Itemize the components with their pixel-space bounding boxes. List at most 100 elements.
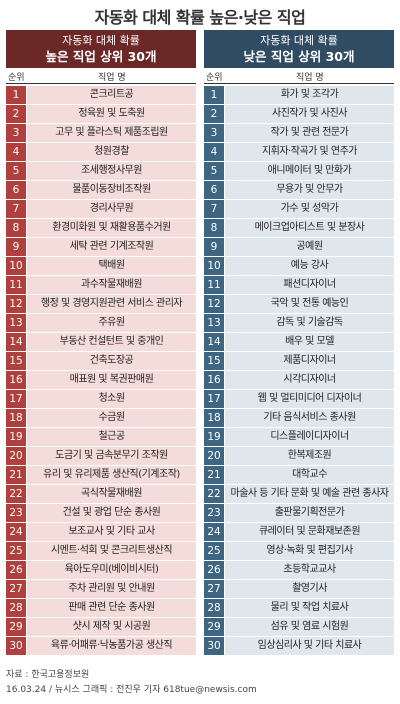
low-job-row: 13 감독 및 기술감독 [204,314,394,332]
low-job-row: 1 화가 및 조각가 [204,86,394,104]
low-rank-number: 1 [204,86,224,104]
low-job-name: 제품디자이너 [225,352,394,370]
high-rank-number: 15 [6,352,26,370]
low-rank-number: 12 [204,295,224,313]
high-job-row: 5 조세행정사무원 [6,162,196,180]
low-job-row: 26 초등학교교사 [204,561,394,579]
low-rank-number: 19 [204,428,224,446]
low-rank-number: 9 [204,238,224,256]
high-rank-number: 1 [6,86,26,104]
high-job-name: 조세행정사무원 [27,162,196,180]
low-rank-number: 25 [204,542,224,560]
high-job-row: 18 수금원 [6,409,196,427]
high-job-name: 건설 및 광업 단순 종사원 [27,504,196,522]
high-rank-number: 30 [6,637,26,655]
low-rank-number: 2 [204,105,224,123]
high-job-name: 정육원 및 도축원 [27,105,196,123]
low-job-name: 마술사 등 기타 문화 및 예술 관련 종사자 [225,485,394,503]
high-rank-number: 7 [6,200,26,218]
high-job-name: 세탁 관련 기계조작원 [27,238,196,256]
low-job-row: 14 배우 및 모델 [204,333,394,351]
low-job-row: 29 섬유 및 염료 시험원 [204,618,394,636]
high-rank-number: 23 [6,504,26,522]
low-job-row: 6 무용가 및 안무가 [204,181,394,199]
low-rank-number: 15 [204,352,224,370]
high-rank-number: 3 [6,124,26,142]
low-rank-number: 22 [204,485,224,503]
low-job-row: 23 출판물기획전문가 [204,504,394,522]
low-job-name: 웹 및 멀티미디어 디자이너 [225,390,394,408]
low-job-row: 12 국악 및 전통 예능인 [204,295,394,313]
high-job-name: 철근공 [27,428,196,446]
low-job-row: 20 한복제조원 [204,447,394,465]
low-job-row: 16 시각디자이너 [204,371,394,389]
high-job-name: 육류·어패류·낙농품가공 생산직 [27,637,196,655]
high-job-row: 6 물품이동장비조작원 [6,181,196,199]
low-rank-number: 7 [204,200,224,218]
low-job-name: 지휘자·작곡가 및 연주가 [225,143,394,161]
high-job-name: 부동산 컨설턴트 및 중개인 [27,333,196,351]
high-job-row: 24 보조교사 및 기타 교사 [6,523,196,541]
high-job-row: 23 건설 및 광업 단순 종사원 [6,504,196,522]
high-rank-number: 26 [6,561,26,579]
low-job-name: 예능 강사 [225,257,394,275]
high-job-name: 유리 및 유리제품 생산직(기계조작) [27,466,196,484]
low-job-name: 화가 및 조각가 [225,86,394,104]
high-job-row: 15 건축도장공 [6,352,196,370]
right-rank-column-header: 순위 [206,73,223,83]
low-job-row: 15 제품디자이너 [204,352,394,370]
high-job-row: 20 도금기 및 금속분무기 조작원 [6,447,196,465]
low-job-row: 25 영상·녹화 및 편집기사 [204,542,394,560]
high-job-name: 청소원 [27,390,196,408]
low-job-name: 출판물기획전문가 [225,504,394,522]
low-rank-number: 24 [204,523,224,541]
high-job-name: 보조교사 및 기타 교사 [27,523,196,541]
high-rank-number: 14 [6,333,26,351]
low-job-name: 사진작가 및 사진사 [225,105,394,123]
page-title: 자동화 대체 확률 높은·낮은 직업 [94,8,306,27]
low-job-name: 대학교수 [225,466,394,484]
low-job-name: 섬유 및 염료 시험원 [225,618,394,636]
high-job-name: 콘크리트공 [27,86,196,104]
high-job-name: 택배원 [27,257,196,275]
low-rank-number: 30 [204,637,224,655]
high-rank-number: 10 [6,257,26,275]
low-job-row: 22 마술사 등 기타 문화 및 예술 관련 종사자 [204,485,394,503]
low-job-name: 촬영기사 [225,580,394,598]
low-rank-number: 6 [204,181,224,199]
high-rank-number: 18 [6,409,26,427]
high-job-row: 28 판매 관련 단순 종사원 [6,599,196,617]
high-job-name: 육아도우미(베이비시터) [27,561,196,579]
high-job-name: 환경미화원 및 재활용품수거원 [27,219,196,237]
high-job-row: 11 과수작물재배원 [6,276,196,294]
high-rank-number: 22 [6,485,26,503]
low-job-name: 큐레이터 및 문화재보존원 [225,523,394,541]
low-job-row: 11 패션디자이너 [204,276,394,294]
high-probability-header: 자동화 대체 확률 높은 직업 상위 30개 [6,30,196,68]
low-rank-number: 29 [204,618,224,636]
high-rank-number: 17 [6,390,26,408]
high-job-row: 9 세탁 관련 기계조작원 [6,238,196,256]
high-header-sub: 자동화 대체 확률 [62,34,140,47]
high-job-row: 7 경리사무원 [6,200,196,218]
low-rank-number: 27 [204,580,224,598]
high-rank-number: 16 [6,371,26,389]
low-job-name: 감독 및 기술감독 [225,314,394,332]
low-job-row: 30 임상심리사 및 기타 치료사 [204,637,394,655]
high-job-name: 시멘트·석회 및 콘크리트생산직 [27,542,196,560]
low-header-sub: 자동화 대체 확률 [260,34,338,47]
low-rank-number: 21 [204,466,224,484]
high-job-name: 청원경찰 [27,143,196,161]
high-rank-number: 11 [6,276,26,294]
high-job-name: 판매 관련 단순 종사원 [27,599,196,617]
low-job-row: 18 기타 음식서비스 종사원 [204,409,394,427]
left-header-divider [6,83,196,84]
left-rank-column-header: 순위 [8,73,25,83]
high-job-name: 행정 및 경영지원관련 서비스 관리자 [27,295,196,313]
low-rank-number: 23 [204,504,224,522]
low-job-row: 5 애니메이터 및 만화가 [204,162,394,180]
high-rank-number: 8 [6,219,26,237]
low-job-name: 기타 음식서비스 종사원 [225,409,394,427]
high-job-row: 30 육류·어패류·낙농품가공 생산직 [6,637,196,655]
low-job-name: 공예원 [225,238,394,256]
